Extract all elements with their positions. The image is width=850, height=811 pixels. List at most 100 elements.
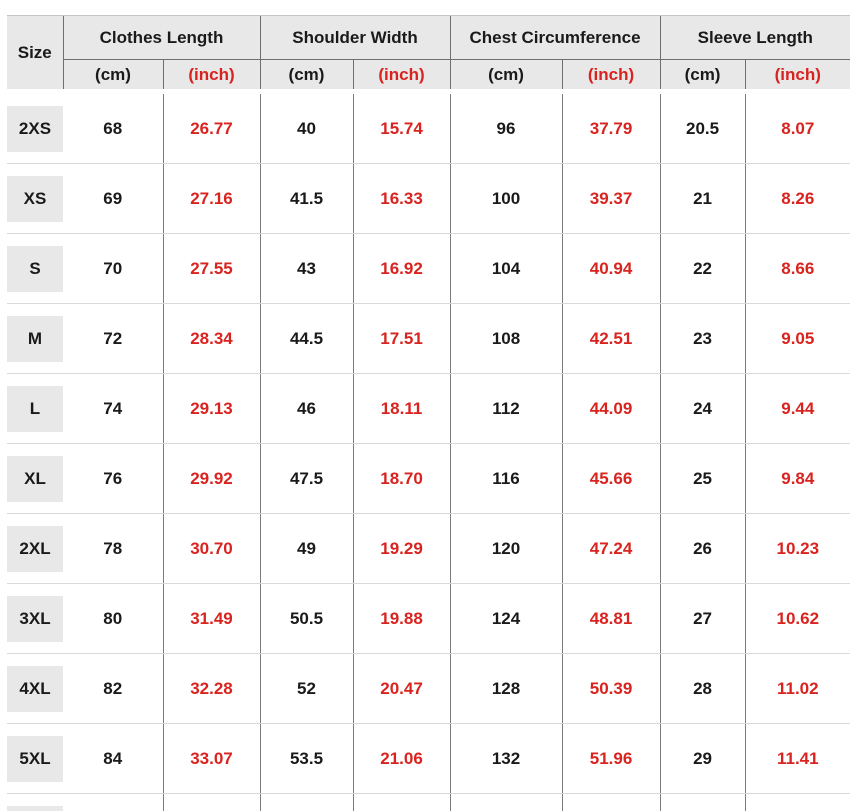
value-cell-cm: 29	[659, 723, 746, 794]
table-row: 2XS 68 26.77 40 15.74 96 37.79 20.5 8.07	[7, 89, 850, 164]
value-cell-cm: 28	[659, 653, 746, 724]
value-cell-inch: 29.92	[162, 443, 260, 514]
value-cell-inch: 8.66	[744, 233, 850, 304]
value-cell-inch: 27.55	[162, 233, 260, 304]
value-cell-inch: 29.13	[162, 373, 260, 444]
size-label: 2XL	[7, 525, 63, 572]
value-cell-inch: 32.28	[162, 653, 260, 724]
value-cell-inch: 16.33	[352, 163, 451, 234]
unit-header-inch: (inch)	[162, 59, 260, 92]
value-cell-inch: 27.16	[162, 163, 260, 234]
value-cell-inch: 11.02	[744, 653, 850, 724]
value-cell-cm: 128	[449, 653, 563, 724]
value-cell-cm: 27	[659, 583, 746, 654]
size-cell: S	[7, 233, 63, 304]
value-cell-cm: 53.5	[259, 723, 353, 794]
size-label: 3XL	[7, 595, 63, 642]
value-cell-cm: 136	[449, 793, 563, 811]
value-cell-cm: 112	[449, 373, 563, 444]
group-header-shoulder-width: Shoulder Width	[259, 15, 451, 60]
value-cell-inch: 42.51	[561, 303, 661, 374]
value-cell-inch: 18.11	[352, 373, 451, 444]
size-label: M	[7, 315, 63, 362]
size-cell: 3XL	[7, 583, 63, 654]
value-cell-inch: 28.34	[162, 303, 260, 374]
table-row: 4XL 82 32.28 52 20.47 128 50.39 28 11.02	[7, 653, 850, 724]
size-cell: M	[7, 303, 63, 374]
value-cell-inch: 11.81	[744, 793, 850, 811]
table-body: 2XS 68 26.77 40 15.74 96 37.79 20.5 8.07…	[7, 89, 850, 811]
size-cell: 5XL	[7, 723, 63, 794]
unit-header-inch: (inch)	[352, 59, 451, 92]
size-label: 6XL	[7, 805, 63, 811]
size-cell: XL	[7, 443, 63, 514]
group-header-clothes-length: Clothes Length	[62, 15, 260, 60]
value-cell-inch: 33.07	[162, 723, 260, 794]
group-header-chest-circumference: Chest Circumference	[449, 15, 661, 60]
value-cell-cm: 46	[259, 373, 353, 444]
value-cell-cm: 86	[63, 793, 163, 811]
size-cell: L	[7, 373, 63, 444]
value-cell-cm: 20.5	[659, 89, 746, 164]
value-cell-cm: 76	[63, 443, 163, 514]
size-chart-table: Size Clothes Length Shoulder Width Chest…	[7, 15, 850, 811]
table-row: XL 76 29.92 47.5 18.70 116 45.66 25 9.84	[7, 443, 850, 514]
unit-header-cm: (cm)	[62, 59, 163, 92]
size-cell: 6XL	[7, 793, 63, 811]
table-row: 5XL 84 33.07 53.5 21.06 132 51.96 29 11.…	[7, 723, 850, 794]
value-cell-inch: 51.96	[561, 723, 661, 794]
value-cell-cm: 70	[63, 233, 163, 304]
table-header: Size Clothes Length Shoulder Width Chest…	[7, 15, 850, 92]
value-cell-cm: 55	[259, 793, 353, 811]
size-label: 5XL	[7, 735, 63, 782]
value-cell-cm: 40	[259, 89, 353, 164]
value-cell-cm: 68	[63, 89, 163, 164]
value-cell-inch: 19.29	[352, 513, 451, 584]
value-cell-inch: 31.49	[162, 583, 260, 654]
value-cell-inch: 26.77	[162, 89, 260, 164]
value-cell-inch: 17.51	[352, 303, 451, 374]
size-label: L	[7, 385, 63, 432]
value-cell-cm: 69	[63, 163, 163, 234]
value-cell-cm: 25	[659, 443, 746, 514]
value-cell-inch: 9.05	[744, 303, 850, 374]
value-cell-inch: 37.79	[561, 89, 661, 164]
size-label: 2XS	[7, 105, 63, 152]
unit-header-row: (cm) (inch) (cm) (inch) (cm) (inch) (cm)…	[7, 59, 850, 92]
value-cell-cm: 21	[659, 163, 746, 234]
value-cell-cm: 41.5	[259, 163, 353, 234]
value-cell-inch: 19.88	[352, 583, 451, 654]
size-label: XL	[7, 455, 63, 502]
unit-header-cm: (cm)	[659, 59, 746, 92]
value-cell-cm: 52	[259, 653, 353, 724]
unit-header-inch: (inch)	[561, 59, 661, 92]
value-cell-cm: 23	[659, 303, 746, 374]
size-column-header: Size	[7, 15, 63, 92]
value-cell-cm: 74	[63, 373, 163, 444]
value-cell-inch: 18.70	[352, 443, 451, 514]
value-cell-inch: 15.74	[352, 89, 451, 164]
value-cell-cm: 26	[659, 513, 746, 584]
value-cell-inch: 8.07	[744, 89, 850, 164]
value-cell-inch: 47.24	[561, 513, 661, 584]
value-cell-inch: 21.06	[352, 723, 451, 794]
value-cell-inch: 30.70	[162, 513, 260, 584]
value-cell-cm: 72	[63, 303, 163, 374]
value-cell-cm: 44.5	[259, 303, 353, 374]
table-row: XS 69 27.16 41.5 16.33 100 39.37 21 8.26	[7, 163, 850, 234]
table-row: S 70 27.55 43 16.92 104 40.94 22 8.66	[7, 233, 850, 304]
value-cell-inch: 9.84	[744, 443, 850, 514]
value-cell-cm: 84	[63, 723, 163, 794]
value-cell-cm: 82	[63, 653, 163, 724]
size-label: S	[7, 245, 63, 292]
value-cell-cm: 24	[659, 373, 746, 444]
value-cell-inch: 33.85	[162, 793, 260, 811]
value-cell-cm: 43	[259, 233, 353, 304]
value-cell-inch: 20.47	[352, 653, 451, 724]
value-cell-cm: 124	[449, 583, 563, 654]
value-cell-cm: 50.5	[259, 583, 353, 654]
value-cell-cm: 108	[449, 303, 563, 374]
value-cell-inch: 44.09	[561, 373, 661, 444]
value-cell-inch: 9.44	[744, 373, 850, 444]
